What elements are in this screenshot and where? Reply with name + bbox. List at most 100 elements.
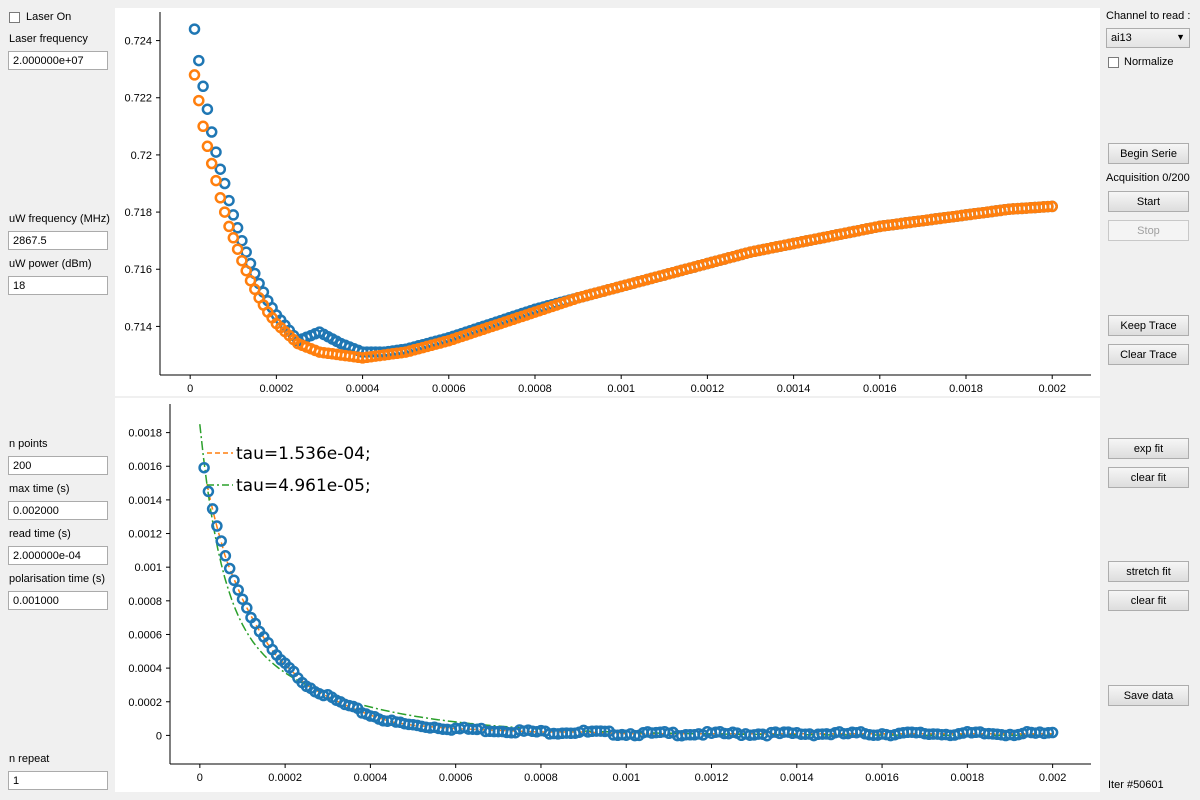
series-1-point xyxy=(188,69,201,81)
series-0-point xyxy=(1042,727,1055,739)
series-0-point xyxy=(193,54,205,67)
y-tick-label: 0 xyxy=(156,730,162,742)
series-0-point xyxy=(223,562,236,575)
x-tick-label: 0.0006 xyxy=(432,383,466,395)
uw-power-label: uW power (dBm) xyxy=(9,258,92,270)
exp-fit-button[interactable]: exp fit xyxy=(1108,438,1189,459)
clear-stretch-fit-button[interactable]: clear fit xyxy=(1108,590,1189,611)
fit-curve-1 xyxy=(199,424,1053,737)
series-0-point xyxy=(211,520,223,532)
polarisation-time-label: polarisation time (s) xyxy=(9,573,105,585)
series-0-point xyxy=(206,503,219,515)
x-tick-label: 0.0004 xyxy=(354,772,388,784)
y-tick-label: 0.72 xyxy=(131,150,152,162)
stop-button[interactable]: Stop xyxy=(1108,220,1189,241)
x-tick-label: 0.0006 xyxy=(439,772,473,784)
bottom-plot[interactable]: 0 0.0002 0.0004 0.0006 0.0008 0.001 0.0012 0.00… xyxy=(115,398,1100,792)
series-1-point xyxy=(193,94,205,107)
n-repeat-label: n repeat xyxy=(9,753,50,765)
x-tick-label: 0.0002 xyxy=(260,383,294,395)
x-tick-label: 0.0014 xyxy=(780,772,814,784)
x-tick-label: 0.002 xyxy=(1038,383,1066,395)
acquisition-status: Acquisition 0/200 xyxy=(1106,172,1190,184)
channel-select[interactable]: ai13 ▼ xyxy=(1106,28,1190,48)
y-tick-label: 0.0014 xyxy=(128,495,162,507)
series-1-point xyxy=(201,140,214,153)
series-1-point xyxy=(218,206,231,218)
series-1-point xyxy=(214,192,227,204)
read-time-field[interactable] xyxy=(8,546,108,565)
x-tick-label: 0 xyxy=(187,383,193,395)
laser-on-label: Laser On xyxy=(26,11,72,23)
x-tick-label: 0 xyxy=(197,772,203,784)
y-tick-label: 0.718 xyxy=(124,207,152,219)
laser-on-checkbox[interactable] xyxy=(9,12,20,23)
normalize-checkbox[interactable] xyxy=(1108,57,1119,68)
y-tick-label: 0.0016 xyxy=(128,461,162,473)
laser-frequency-label: Laser frequency xyxy=(9,33,88,45)
series-1-point xyxy=(223,220,235,233)
channel-select-value: ai13 xyxy=(1111,32,1132,44)
laser-frequency-field[interactable] xyxy=(8,51,108,70)
n-points-field[interactable] xyxy=(8,456,108,475)
x-tick-label: 0.001 xyxy=(612,772,640,784)
save-data-button[interactable]: Save data xyxy=(1108,685,1189,706)
series-0-point xyxy=(219,550,232,562)
clear-trace-button[interactable]: Clear Trace xyxy=(1108,344,1189,365)
max-time-field[interactable] xyxy=(8,501,108,520)
x-tick-label: 0.0012 xyxy=(691,383,725,395)
top-plot-canvas: 0 0.0002 0.0004 0.0006 0.0008 0.001 0.0012 0.00… xyxy=(124,12,1091,395)
n-points-label: n points xyxy=(9,438,48,450)
channel-label: Channel to read : xyxy=(1106,10,1191,22)
y-tick-label: 0.722 xyxy=(124,93,152,105)
series-0-point xyxy=(214,163,227,175)
series-0-point xyxy=(232,584,244,596)
clear-exp-fit-button[interactable]: clear fit xyxy=(1108,467,1189,488)
keep-trace-button[interactable]: Keep Trace xyxy=(1108,315,1189,336)
series-1-point xyxy=(1042,200,1054,213)
series-0-point xyxy=(205,126,218,138)
uw-frequency-field[interactable] xyxy=(8,231,108,250)
series-1-point xyxy=(205,157,218,170)
series-1-point xyxy=(197,120,209,133)
series-0-point xyxy=(241,602,253,614)
series-0-point xyxy=(228,574,240,587)
series-0-point xyxy=(202,485,215,498)
normalize-label: Normalize xyxy=(1124,56,1174,68)
uw-frequency-label: uW frequency (MHz) xyxy=(9,213,110,225)
iter-status: Iter #50601 xyxy=(1108,779,1164,791)
n-repeat-field[interactable] xyxy=(8,771,108,790)
x-tick-label: 0.0018 xyxy=(949,383,983,395)
x-tick-label: 0.0016 xyxy=(865,772,899,784)
legend-label-0: tau=1.536e-04; xyxy=(236,444,371,464)
y-tick-label: 0.0002 xyxy=(128,697,162,709)
x-tick-label: 0.0018 xyxy=(951,772,985,784)
y-tick-label: 0.724 xyxy=(124,36,152,48)
legend-label-1: tau=4.961e-05; xyxy=(236,476,371,496)
x-tick-label: 0.001 xyxy=(607,383,635,395)
start-button[interactable]: Start xyxy=(1108,191,1189,212)
x-tick-label: 0.0008 xyxy=(518,383,552,395)
x-tick-label: 0.0016 xyxy=(863,383,897,395)
y-tick-label: 0.0012 xyxy=(128,529,162,541)
top-plot[interactable]: 0 0.0002 0.0004 0.0006 0.0008 0.001 0.0012 0.00… xyxy=(115,8,1100,396)
series-1-point xyxy=(240,264,252,277)
series-1-point xyxy=(249,283,261,296)
polarisation-time-field[interactable] xyxy=(8,591,108,610)
chevron-down-icon: ▼ xyxy=(1176,32,1185,42)
stretch-fit-button[interactable]: stretch fit xyxy=(1108,561,1189,582)
uw-power-field[interactable] xyxy=(8,276,108,295)
series-1-point xyxy=(231,243,244,255)
series-0-point xyxy=(215,535,227,547)
x-tick-label: 0.0002 xyxy=(268,772,302,784)
series-1-point xyxy=(227,232,240,244)
begin-serie-button[interactable]: Begin Serie xyxy=(1108,143,1189,164)
x-tick-label: 0.0012 xyxy=(695,772,729,784)
series-0-point xyxy=(1046,726,1059,739)
y-tick-label: 0.001 xyxy=(134,562,162,574)
x-tick-label: 0.0014 xyxy=(777,383,811,395)
max-time-label: max time (s) xyxy=(9,483,70,495)
bottom-plot-canvas: 0 0.0002 0.0004 0.0006 0.0008 0.001 0.0012 0.00… xyxy=(128,404,1091,784)
series-0-point xyxy=(197,80,209,93)
series-0-point xyxy=(236,593,249,605)
